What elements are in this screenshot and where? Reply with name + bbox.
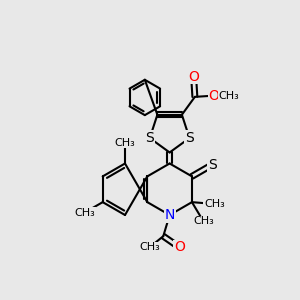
Text: O: O [188, 70, 199, 84]
Text: CH₃: CH₃ [204, 199, 225, 209]
Text: CH₃: CH₃ [219, 91, 240, 100]
Text: S: S [185, 131, 194, 145]
Text: CH₃: CH₃ [115, 138, 135, 148]
Text: CH₃: CH₃ [140, 242, 160, 252]
Text: S: S [146, 131, 154, 145]
Text: S: S [208, 158, 217, 172]
Text: CH₃: CH₃ [193, 216, 214, 226]
Text: O: O [208, 88, 219, 103]
Text: N: N [164, 208, 175, 222]
Text: O: O [174, 240, 185, 254]
Text: CH₃: CH₃ [74, 208, 95, 218]
